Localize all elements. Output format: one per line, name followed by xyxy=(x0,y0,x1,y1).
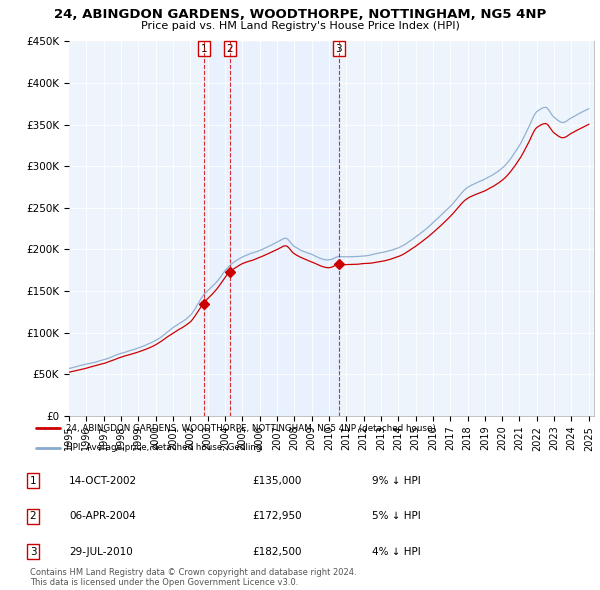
Text: 29-JUL-2010: 29-JUL-2010 xyxy=(69,547,133,556)
Bar xyxy=(204,41,230,416)
Text: 14-OCT-2002: 14-OCT-2002 xyxy=(69,476,137,486)
Text: £135,000: £135,000 xyxy=(252,476,301,486)
Text: 5% ↓ HPI: 5% ↓ HPI xyxy=(372,512,421,521)
Text: 1: 1 xyxy=(200,44,207,54)
Bar xyxy=(230,41,339,416)
Text: HPI: Average price, detached house, Gedling: HPI: Average price, detached house, Gedl… xyxy=(66,443,262,452)
Text: 3: 3 xyxy=(335,44,342,54)
Text: Contains HM Land Registry data © Crown copyright and database right 2024.
This d: Contains HM Land Registry data © Crown c… xyxy=(30,568,356,587)
Text: 2: 2 xyxy=(29,512,37,521)
Text: £182,500: £182,500 xyxy=(252,547,302,556)
Text: 9% ↓ HPI: 9% ↓ HPI xyxy=(372,476,421,486)
Text: 2: 2 xyxy=(226,44,233,54)
Text: 24, ABINGDON GARDENS, WOODTHORPE, NOTTINGHAM, NG5 4NP (detached house): 24, ABINGDON GARDENS, WOODTHORPE, NOTTIN… xyxy=(66,424,436,433)
Text: 1: 1 xyxy=(29,476,37,486)
Text: £172,950: £172,950 xyxy=(252,512,302,521)
Text: Price paid vs. HM Land Registry's House Price Index (HPI): Price paid vs. HM Land Registry's House … xyxy=(140,21,460,31)
Text: 3: 3 xyxy=(29,547,37,556)
Text: 06-APR-2004: 06-APR-2004 xyxy=(69,512,136,521)
Text: 4% ↓ HPI: 4% ↓ HPI xyxy=(372,547,421,556)
Text: 24, ABINGDON GARDENS, WOODTHORPE, NOTTINGHAM, NG5 4NP: 24, ABINGDON GARDENS, WOODTHORPE, NOTTIN… xyxy=(54,8,546,21)
